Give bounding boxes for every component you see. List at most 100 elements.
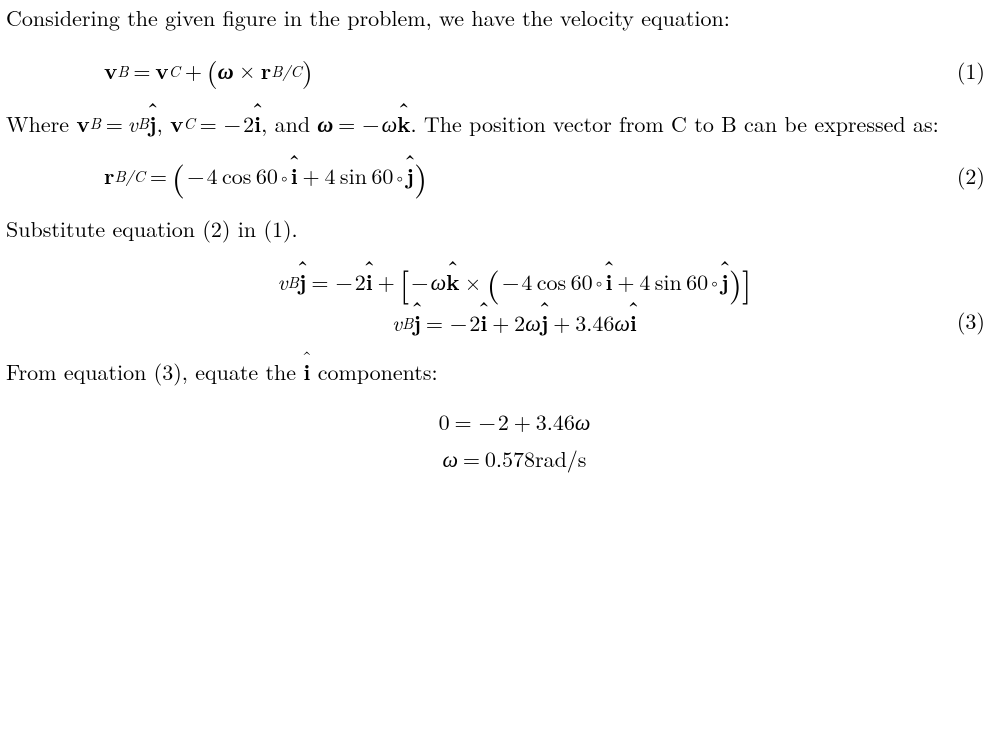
where-paragraph: Where vB = vB j , vC = −2 i , and ω = −ω… xyxy=(6,110,991,138)
num-60: 60 xyxy=(686,268,708,296)
num-2: 2 xyxy=(498,408,509,436)
sub-BC: B/C xyxy=(114,166,145,186)
eq-sign: = xyxy=(421,309,448,337)
sym-v: v xyxy=(104,57,117,85)
eq-sign: = xyxy=(333,110,360,138)
omega-ital: ω xyxy=(575,408,591,436)
num-60: 60 xyxy=(256,162,278,190)
num-0: 0 xyxy=(439,408,450,436)
num-4: 4 xyxy=(325,162,336,190)
omega-ital: ω xyxy=(443,445,459,473)
solution-block: 0 = −2 + 3.46ω ω = 0.578 rad/s xyxy=(6,408,991,473)
eq-sign: = xyxy=(101,110,128,138)
rparen: ) xyxy=(729,265,742,299)
eq-line-2: vB j = −2 i + 2ω j + 3.46ω i xyxy=(392,309,637,337)
sym-v-ital: v xyxy=(128,110,138,138)
minus-sign: − xyxy=(500,268,522,296)
sol-line-1: 0 = −2 + 3.46ω xyxy=(439,408,591,436)
sym-r: r xyxy=(104,162,114,190)
minus-sign: − xyxy=(476,408,498,436)
eq-sign: = xyxy=(458,445,485,473)
sub-C: C xyxy=(183,113,194,133)
j-hat-icon: j xyxy=(299,268,307,296)
sol-line-2: ω = 0.578 rad/s xyxy=(443,445,587,473)
text: . The position vector from C to B can be… xyxy=(410,108,938,139)
eq-body: vB = vC + ( ω × rB/C ) xyxy=(104,56,925,84)
i-hat-icon: i xyxy=(606,268,613,296)
sym-v: v xyxy=(170,110,183,138)
plus-sign: + xyxy=(509,408,536,436)
j-hat-icon: j xyxy=(413,309,421,337)
text: Where xyxy=(6,108,76,139)
eq-body: vB j = −2 i + [ −ω k × ( −4 cos 60◦ i + … xyxy=(104,265,925,337)
i-hat-icon: i xyxy=(366,268,373,296)
sym-v-ital: v xyxy=(277,268,287,296)
minus-sign: − xyxy=(448,309,470,337)
rbracket: ] xyxy=(742,265,751,299)
sub-B: B xyxy=(90,113,101,133)
i-hat-icon: i xyxy=(254,110,261,138)
text: , and xyxy=(261,108,317,139)
plus-sign: + xyxy=(548,309,575,337)
sym-v: v xyxy=(76,110,89,138)
minus-sign: − xyxy=(360,110,382,138)
j-hat-icon: j xyxy=(541,309,549,337)
plus-sign: + xyxy=(298,162,325,190)
lbracket: [ xyxy=(400,265,409,299)
plus-sign: + xyxy=(487,309,514,337)
eq-sign: = xyxy=(195,110,222,138)
plus-sign: + xyxy=(373,268,400,296)
eq-body: 0 = −2 + 3.46ω ω = 0.578 rad/s xyxy=(104,408,925,473)
k-hat-icon: k xyxy=(446,268,459,296)
sub-C: C xyxy=(169,61,180,81)
eq-sign: = xyxy=(145,162,172,190)
num-4: 4 xyxy=(521,268,532,296)
j-hat-icon: j xyxy=(406,162,414,190)
sym-v: v xyxy=(155,57,168,85)
num-2: 2 xyxy=(514,309,525,337)
eq-sign: = xyxy=(450,408,477,436)
unit: rad/s xyxy=(535,445,587,473)
eq-number-2: (2) xyxy=(925,162,991,190)
i-hat-icon: i xyxy=(630,309,637,337)
num-4: 4 xyxy=(639,268,650,296)
j-hat-icon: j xyxy=(721,268,729,296)
times-sign: × xyxy=(234,57,261,83)
sub-BC: B/C xyxy=(271,61,302,81)
num-60: 60 xyxy=(371,162,393,190)
rparen: ) xyxy=(414,159,427,193)
eq-body: rB/C = ( −4 cos 60◦ i + 4 sin 60◦ j ) xyxy=(104,159,925,193)
text: From equation (3), equate the xyxy=(6,356,303,387)
num-4: 4 xyxy=(207,162,218,190)
sym-r: r xyxy=(261,57,271,85)
omega: ω xyxy=(218,57,234,85)
sub-B: B xyxy=(117,61,128,81)
i-hat-icon: i xyxy=(291,162,298,190)
minus-sign: − xyxy=(222,110,244,138)
rparen: ) xyxy=(302,57,313,85)
plus-sign: + xyxy=(180,57,207,85)
minus-sign: − xyxy=(409,268,431,296)
j-hat-icon: j xyxy=(149,110,157,138)
num-346: 3.46 xyxy=(536,408,575,436)
omega-ital: ω xyxy=(382,110,398,138)
eq-sign: = xyxy=(307,268,334,296)
substitute-paragraph: Substitute equation (2) in (1). xyxy=(6,215,991,243)
equation-2: rB/C = ( −4 cos 60◦ i + 4 sin 60◦ j ) (2… xyxy=(6,159,991,193)
i-hat-icon: i xyxy=(303,358,310,386)
intro-paragraph: Considering the given figure in the prob… xyxy=(6,4,991,32)
eq-number-1: (1) xyxy=(925,57,991,85)
omega-value: 0.578 xyxy=(485,445,535,473)
sym-v-ital: v xyxy=(392,309,402,337)
i-hat-icon: i xyxy=(480,309,487,337)
k-hat-icon: k xyxy=(397,110,410,138)
omega-ital: ω xyxy=(431,268,447,296)
plus-sign: + xyxy=(613,268,640,296)
equation-1: vB = vC + ( ω × rB/C ) (1) xyxy=(6,54,991,88)
omega: ω xyxy=(317,110,333,138)
eq-line-1: vB j = −2 i + [ −ω k × ( −4 cos 60◦ i + … xyxy=(277,265,751,299)
eq-number-3: (3) xyxy=(925,307,991,337)
lparen: ( xyxy=(207,57,218,85)
equation-3: vB j = −2 i + [ −ω k × ( −4 cos 60◦ i + … xyxy=(6,265,991,337)
from-eq3-paragraph: From equation (3), equate the i componen… xyxy=(6,358,991,386)
